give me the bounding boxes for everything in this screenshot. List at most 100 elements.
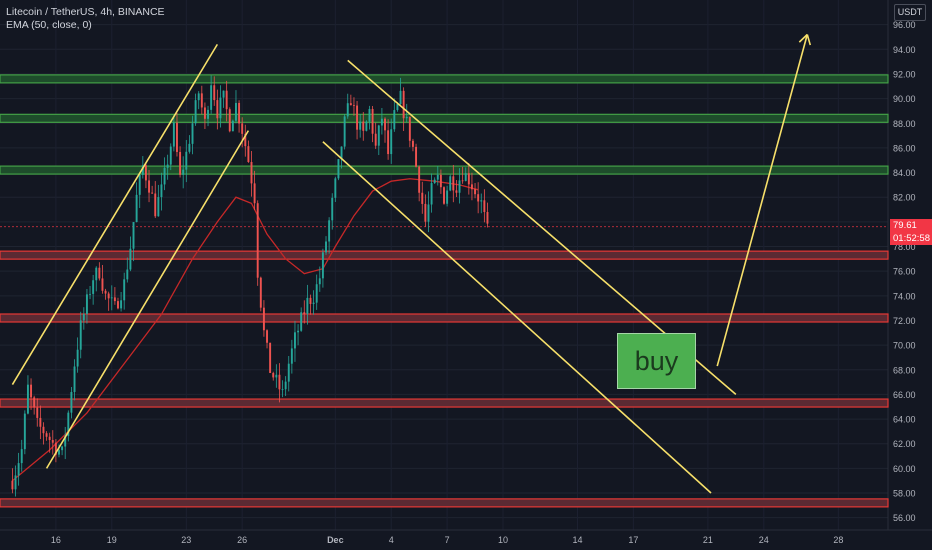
candle-body xyxy=(303,312,306,314)
candle-body xyxy=(262,307,265,331)
y-tick-label: 60.00 xyxy=(893,464,916,474)
arrow-shaft xyxy=(716,34,809,367)
candle-body xyxy=(387,130,390,155)
candle-body xyxy=(287,363,290,382)
candle-body xyxy=(384,118,386,131)
candle-body xyxy=(235,102,237,121)
candle-body xyxy=(123,279,126,301)
candle-body xyxy=(244,133,247,147)
candle-body xyxy=(359,121,362,130)
candle-body xyxy=(464,173,467,181)
candle-body xyxy=(148,180,150,193)
candle-body xyxy=(160,184,163,198)
candle-body xyxy=(228,109,231,132)
candle-body xyxy=(331,197,334,221)
support-zone xyxy=(0,498,889,508)
candle-body xyxy=(85,294,88,315)
candle-body xyxy=(433,179,436,184)
candle-body xyxy=(210,85,213,110)
last-price-label: 79.61 xyxy=(890,218,932,232)
candle-body xyxy=(120,300,123,309)
x-tick-label: 21 xyxy=(703,535,713,545)
candle-body xyxy=(144,165,147,181)
candle-body xyxy=(176,122,178,152)
candle-body xyxy=(45,433,48,437)
y-tick-label: 70.00 xyxy=(893,341,916,351)
candle-body xyxy=(399,90,402,105)
candle-body xyxy=(126,269,129,280)
support-zone xyxy=(0,398,889,408)
ema-line xyxy=(12,178,479,482)
x-tick-label: 24 xyxy=(759,535,769,545)
candle-body xyxy=(272,372,275,378)
candle-body xyxy=(405,116,408,119)
x-tick-label: 17 xyxy=(628,535,638,545)
y-tick-label: 66.00 xyxy=(893,390,916,400)
arrow-head xyxy=(798,33,808,43)
candle-body xyxy=(42,426,45,434)
x-tick-label: 28 xyxy=(833,535,843,545)
y-tick-label: 68.00 xyxy=(893,365,916,375)
currency-badge[interactable]: USDT xyxy=(894,4,926,21)
candle-body xyxy=(443,187,445,204)
countdown-label: 01:52:58 xyxy=(890,231,932,245)
candle-body xyxy=(300,312,303,331)
x-tick-label: 19 xyxy=(107,535,117,545)
y-tick-label: 82.00 xyxy=(893,193,916,203)
resistance-zone xyxy=(0,74,889,84)
candle-body xyxy=(104,290,107,294)
candle-body xyxy=(402,90,405,119)
candle-body xyxy=(306,297,309,314)
candle-body xyxy=(39,417,42,427)
candle-body xyxy=(421,192,424,204)
candle-body xyxy=(17,463,20,476)
candle-body xyxy=(436,174,439,180)
candle-body xyxy=(275,374,278,378)
candle-body xyxy=(225,90,228,110)
candle-body xyxy=(321,252,324,279)
candle-body xyxy=(197,93,200,101)
candle-body xyxy=(452,176,455,191)
candle-body xyxy=(334,178,337,198)
time-axis[interactable]: 16 19 23 26 Dec 4 7 10 14 17 21 24 28 xyxy=(0,529,932,545)
candle-body xyxy=(461,180,464,182)
channel-trendline xyxy=(322,141,712,494)
support-zone xyxy=(0,313,889,323)
candle-body xyxy=(117,301,119,309)
candle-body xyxy=(51,440,54,443)
x-tick-label: 10 xyxy=(498,535,508,545)
candle-body xyxy=(79,320,82,350)
candle-body xyxy=(169,146,172,165)
candle-body xyxy=(200,93,203,108)
candle-body xyxy=(458,180,461,193)
candle-body xyxy=(163,167,166,185)
candle-body xyxy=(61,446,64,451)
candle-body xyxy=(58,450,60,455)
candle-body xyxy=(23,413,26,450)
candle-body xyxy=(185,151,188,170)
candle-body xyxy=(325,241,327,253)
candle-body xyxy=(278,374,281,390)
indicator-label[interactable]: EMA (50, close, 0) xyxy=(6,19,92,31)
symbol-title[interactable]: Litecoin / TetherUS, 4h, BINANCE xyxy=(6,6,165,18)
candle-body xyxy=(477,194,480,202)
candle-body xyxy=(20,449,23,464)
x-tick-label: Dec xyxy=(327,535,344,545)
candle-body xyxy=(486,212,489,224)
candle-body xyxy=(48,436,51,441)
price-axis[interactable]: 56.00 58.00 60.00 62.00 64.00 66.00 68.00 70.00… xyxy=(893,20,916,523)
y-tick-label: 96.00 xyxy=(893,20,916,30)
candle-body xyxy=(98,267,101,279)
candle-body xyxy=(418,166,421,193)
candle-body xyxy=(54,442,57,455)
candle-body xyxy=(157,197,160,217)
candle-body xyxy=(315,284,318,303)
candle-body xyxy=(396,104,399,111)
candle-body xyxy=(374,133,377,146)
candle-body xyxy=(309,297,312,304)
buy-annotation[interactable]: buy xyxy=(617,333,696,389)
candle-body xyxy=(194,100,197,124)
candles xyxy=(11,75,489,497)
